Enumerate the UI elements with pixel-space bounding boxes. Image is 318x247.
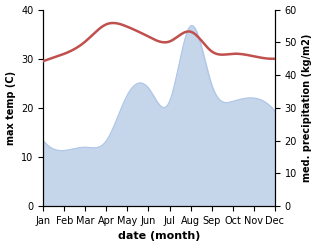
X-axis label: date (month): date (month) [118, 231, 200, 242]
Y-axis label: max temp (C): max temp (C) [5, 71, 16, 145]
Y-axis label: med. precipitation (kg/m2): med. precipitation (kg/m2) [302, 34, 313, 182]
